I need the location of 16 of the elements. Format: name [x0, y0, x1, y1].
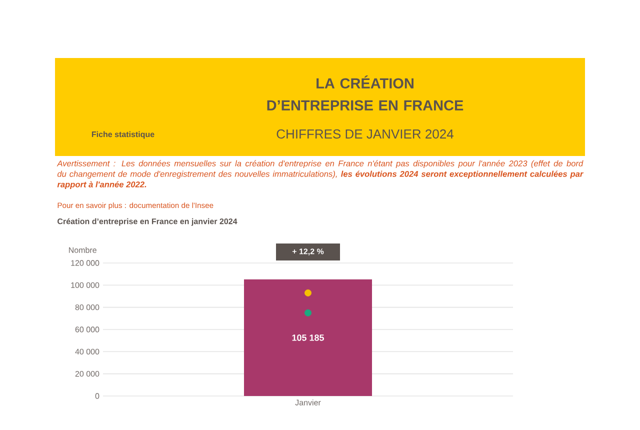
- x-tick-label: Janvier: [295, 400, 321, 406]
- y-tick-label: 100 000: [71, 282, 100, 288]
- text: Création d’entreprise en France en janvier 2024: [58, 218, 238, 226]
- chart-subtitle: CHIFFRES DE JANVIER 2024: [276, 129, 454, 139]
- text: + 12,2 %: [292, 248, 324, 256]
- y-tick-label: 40 000: [75, 348, 100, 354]
- chart-title: LA CRÉATION D’ENTREPRISE EN FRANCE: [267, 75, 464, 110]
- text: Avertissement : Les données mensuelles sur la création d'entreprise en France n'étant pas disponibles pour l'année 2023 (effet de bord du changement de mode d'enregistrement des nouvelles immatriculations), les évolutions 2024 seront exceptionnellement calculées par rapport à l'année 2022.: [56, 160, 584, 190]
- y-tick-label: 60 000: [75, 326, 100, 332]
- text: Fiche statistique: [92, 131, 154, 139]
- y-tick-label: 80 000: [75, 304, 100, 310]
- y-tick-label: 0: [95, 393, 100, 399]
- data-label: 105 185: [292, 334, 324, 341]
- y-tick-label: 120 000: [71, 260, 100, 266]
- y-axis-title: Nombre: [69, 247, 96, 253]
- y-tick-label: 20 000: [75, 370, 100, 377]
